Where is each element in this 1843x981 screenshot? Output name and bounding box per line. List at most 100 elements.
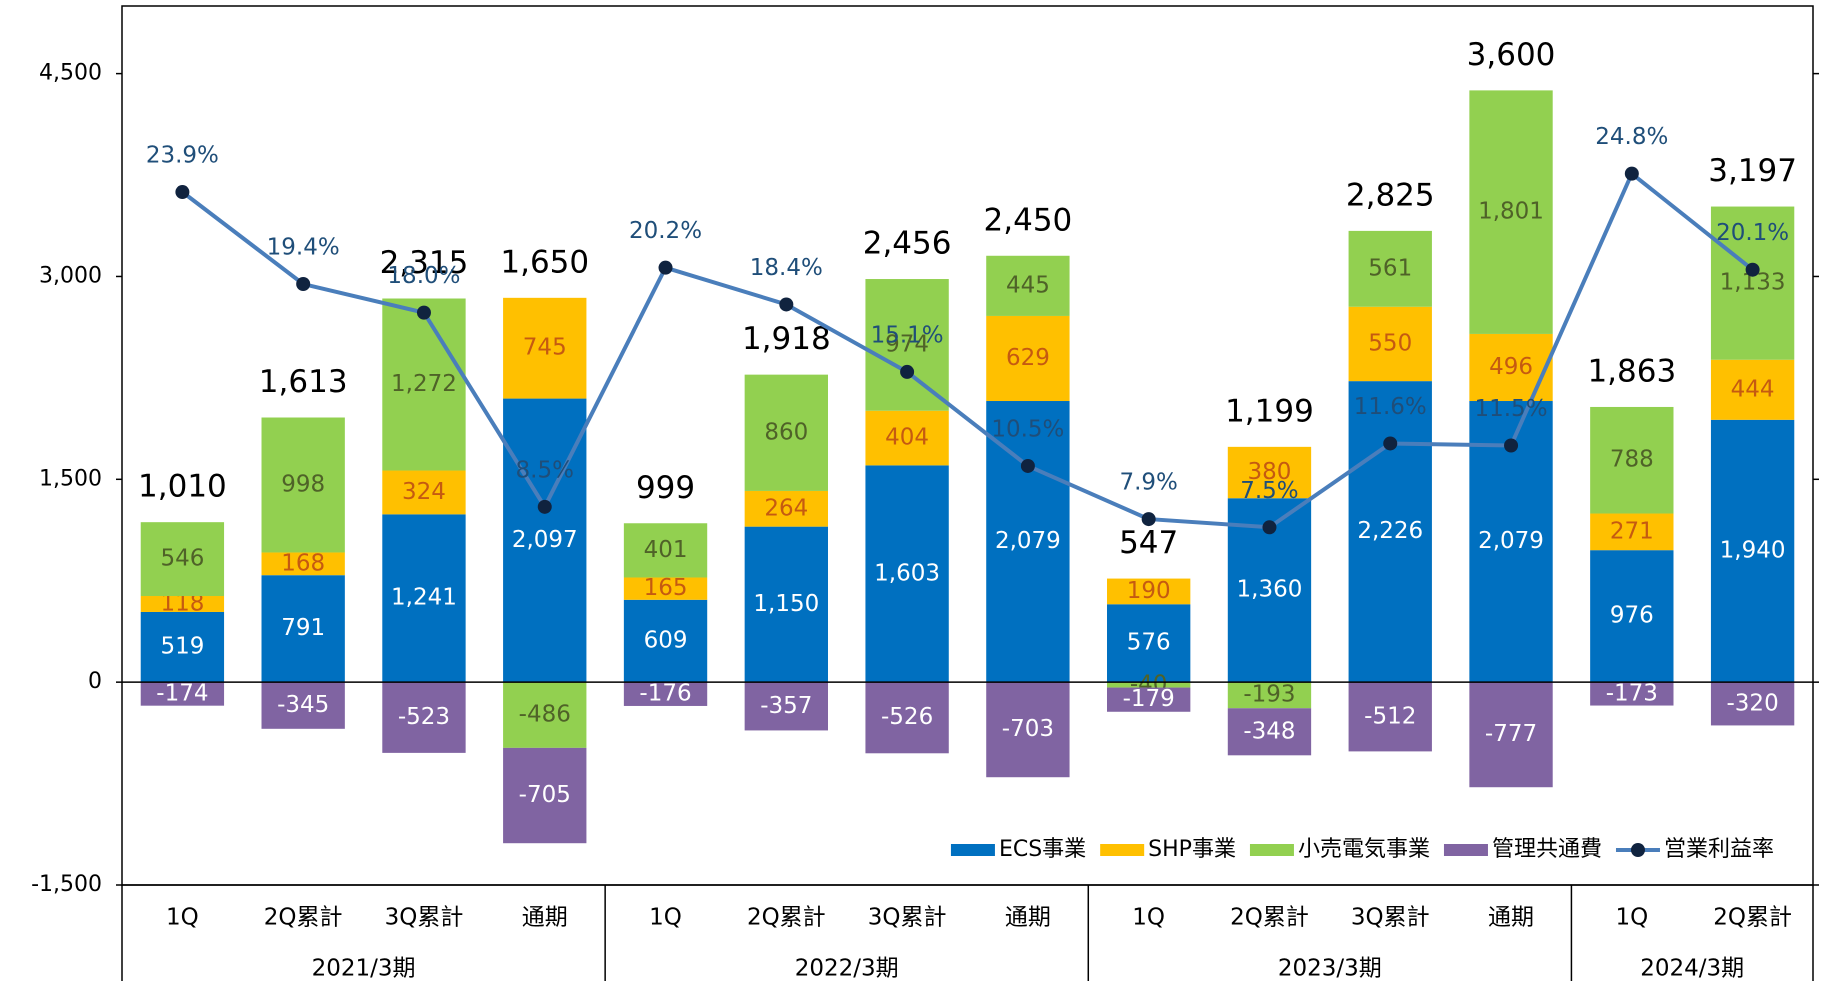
bar-segment xyxy=(1107,604,1191,683)
data-label: 550 xyxy=(1368,330,1412,356)
x-tick-label: 1Q xyxy=(1615,905,1648,931)
bar-segment xyxy=(1348,230,1432,307)
legend-swatch xyxy=(1100,844,1145,856)
line-marker xyxy=(658,260,673,275)
legend-swatch xyxy=(1249,844,1294,856)
legend-swatch xyxy=(1443,844,1488,856)
data-label: 745 xyxy=(523,335,567,361)
line-marker xyxy=(900,364,915,379)
bar-segment xyxy=(986,315,1070,402)
line-label: 7.5% xyxy=(1240,478,1298,504)
data-label: -486 xyxy=(519,702,571,728)
data-label: 2,097 xyxy=(512,527,578,553)
data-label: 2,079 xyxy=(1478,528,1544,554)
bar-segment xyxy=(503,297,587,399)
data-label: 576 xyxy=(1127,630,1171,656)
data-label: 609 xyxy=(644,627,688,653)
bar-segment xyxy=(261,575,345,683)
line-label: 15.1% xyxy=(871,322,944,348)
bar-segment xyxy=(1590,406,1674,514)
x-tick-label: 通期 xyxy=(1005,905,1051,931)
data-label: 974 xyxy=(885,331,929,357)
data-label: 264 xyxy=(764,495,808,521)
data-label: 380 xyxy=(1248,459,1292,485)
total-label: 1,650 xyxy=(500,244,589,280)
total-label: 547 xyxy=(1119,525,1178,561)
data-label: 444 xyxy=(1731,376,1775,402)
x-tick-label: 通期 xyxy=(522,905,568,931)
line-label: 11.6% xyxy=(1354,394,1427,420)
bar-segment xyxy=(503,682,587,748)
total-label: 2,315 xyxy=(380,245,469,281)
bar-segment xyxy=(1590,682,1674,706)
bar-segment xyxy=(623,682,708,706)
data-label: -357 xyxy=(760,693,812,719)
data-label: -345 xyxy=(277,692,329,718)
total-label: 3,600 xyxy=(1467,37,1556,73)
data-label: 1,241 xyxy=(391,585,457,611)
bar-segment xyxy=(744,526,828,683)
x-tick-label: 3Q累計 xyxy=(385,905,464,931)
data-label: 791 xyxy=(281,615,325,641)
line-marker xyxy=(1262,520,1277,535)
total-label: 999 xyxy=(636,470,695,506)
x-tick-label: 2Q累計 xyxy=(747,905,826,931)
line-marker xyxy=(1624,166,1639,181)
bar-segment xyxy=(1469,333,1553,402)
bar-segment xyxy=(986,401,1070,683)
bar-segment xyxy=(1348,381,1432,683)
bar-segment xyxy=(1348,306,1432,382)
data-label: -348 xyxy=(1243,718,1295,744)
group-label: 2023/3期 xyxy=(1278,956,1382,981)
legend-swatch-marker xyxy=(1630,843,1645,857)
bar-segment xyxy=(1469,682,1553,788)
data-label: -320 xyxy=(1727,690,1779,716)
group-label: 2024/3期 xyxy=(1640,956,1744,981)
bar-segment xyxy=(865,279,949,411)
x-tick-label: 3Q累計 xyxy=(868,905,947,931)
bar-segment xyxy=(382,298,466,471)
legend: ECS事業 SHP事業 小売電気事業 管理共通費 営業利益率 xyxy=(950,837,1774,862)
line-label: 24.8% xyxy=(1595,124,1668,150)
legend-label: 管理共通費 xyxy=(1492,837,1602,862)
line-label: 23.9% xyxy=(146,143,219,169)
total-label: 2,456 xyxy=(863,226,952,262)
bar-segment xyxy=(261,417,345,553)
data-label: 404 xyxy=(885,425,929,451)
bar-segment xyxy=(1710,206,1795,360)
line-label: 10.5% xyxy=(991,416,1064,442)
line-marker xyxy=(1141,512,1156,527)
bar-segment xyxy=(382,470,466,515)
legend-label: ECS事業 xyxy=(999,837,1086,862)
bar-segment xyxy=(623,523,708,578)
bar-segment xyxy=(503,747,587,844)
bar-segment xyxy=(1107,682,1191,688)
y-tick-label: 0 xyxy=(88,669,102,694)
data-label: 1,940 xyxy=(1720,537,1786,563)
y-tick-label: 1,500 xyxy=(39,466,102,491)
line-label: 20.1% xyxy=(1716,220,1789,246)
line-marker xyxy=(296,277,311,292)
bar-segment xyxy=(382,682,466,753)
bar-segment xyxy=(1227,446,1312,499)
line-label: 18.4% xyxy=(750,255,823,281)
bar-segment xyxy=(140,522,225,597)
plot-frame xyxy=(121,5,1814,886)
data-label: -193 xyxy=(1243,682,1295,708)
x-tick-label: 2Q累計 xyxy=(1713,905,1792,931)
bar-segment xyxy=(1469,90,1553,334)
data-label: 561 xyxy=(1368,255,1412,281)
data-label: -176 xyxy=(639,681,691,707)
line-label: 11.5% xyxy=(1474,396,1547,422)
data-label: 165 xyxy=(644,575,688,601)
x-tick-label: 2Q累計 xyxy=(1230,905,1309,931)
line-marker xyxy=(1745,262,1760,277)
y-tick-label: 4,500 xyxy=(39,61,102,86)
data-label: -512 xyxy=(1364,703,1416,729)
data-label: 860 xyxy=(764,419,808,445)
data-label: 519 xyxy=(160,634,204,660)
bar-segment xyxy=(140,611,225,683)
line-marker xyxy=(1020,458,1035,473)
legend-label: 小売電気事業 xyxy=(1298,837,1430,862)
data-label: 1,150 xyxy=(753,591,819,617)
